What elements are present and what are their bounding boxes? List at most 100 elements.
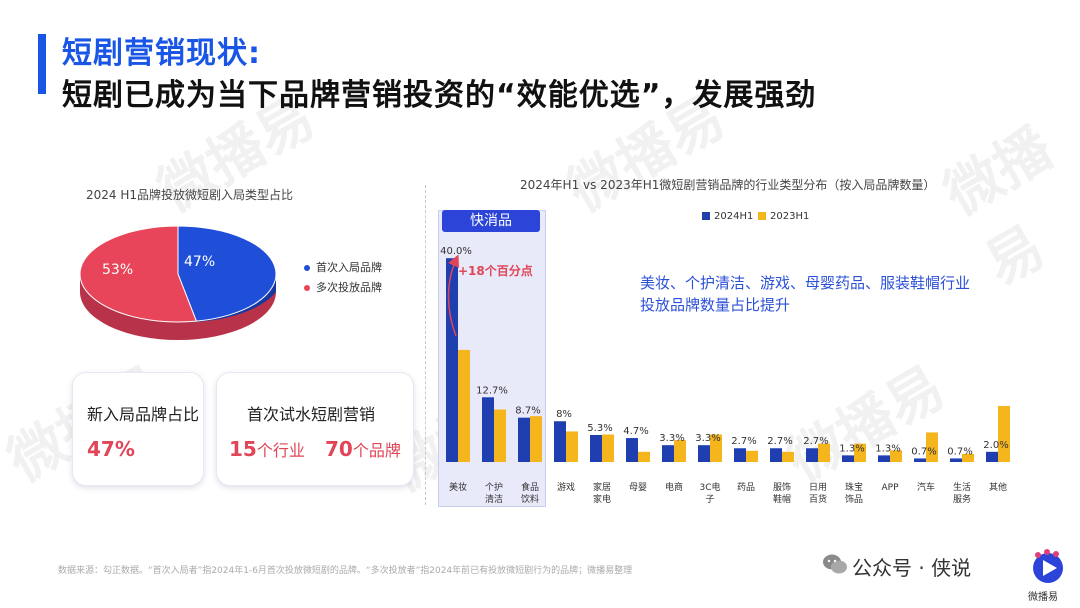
pie-slices — [79, 225, 277, 323]
pie-legend-item: 首次入局品牌 — [304, 259, 382, 275]
bar-2024H1 — [770, 448, 782, 462]
pie-slice-label: 53% — [102, 262, 133, 278]
pie-chart-title: 2024 H1品牌投放微短剧入局类型占比 — [86, 188, 294, 202]
bar-2024H1 — [986, 451, 998, 462]
bar-data-label: 1.3% — [839, 443, 864, 454]
bar-legend-item: 2024H1 — [702, 211, 753, 222]
category-label: 汽车 — [917, 481, 935, 493]
category-label: 其他 — [989, 481, 1007, 493]
pie-legend-item: 多次投放品牌 — [304, 279, 382, 295]
industry-unit: 个行业 — [256, 441, 305, 460]
bar-2024H1 — [698, 445, 710, 462]
bar-2024H1 — [482, 397, 494, 462]
category-label: APP — [881, 483, 899, 493]
pie-chart: 53% 47% — [79, 225, 277, 340]
increase-arrow — [447, 254, 459, 337]
bar-data-label: 8% — [556, 409, 572, 420]
bar-data-label: 2.7% — [767, 436, 792, 447]
bar-2023H1 — [782, 451, 794, 462]
category-label: 电商 — [665, 481, 683, 493]
category-label: 美妆 — [449, 481, 467, 493]
fmcg-tag: 快消品 — [442, 210, 540, 232]
new-brand-share-card: 新入局品牌占比 47% — [72, 372, 204, 486]
bar-2024H1 — [950, 458, 962, 462]
category-label: 饮料 — [521, 493, 539, 505]
title-accent-bar — [38, 34, 46, 94]
bar-legend-item: 2023H1 — [758, 211, 809, 222]
legend-swatch — [304, 265, 310, 271]
bar-2023H1 — [746, 450, 758, 462]
bar-data-label: 3.3% — [695, 433, 720, 444]
bar-2023H1 — [602, 434, 614, 462]
bar-data-label: 5.3% — [587, 423, 612, 434]
bar-2023H1 — [638, 451, 650, 462]
bar-data-label: 0.7% — [947, 446, 972, 457]
category-label: 子 — [705, 494, 714, 505]
category-label: 母婴 — [629, 482, 647, 493]
bar-2023H1 — [998, 405, 1010, 462]
category-label: 游戏 — [557, 481, 575, 493]
bar-data-label: 1.3% — [875, 443, 900, 454]
bar-2023H1 — [962, 453, 974, 462]
bar-data-label: 8.7% — [515, 406, 540, 417]
bar-legend-label: 2023H1 — [770, 211, 810, 222]
card-label: 新入局品牌占比 — [87, 405, 200, 424]
bar-legend-label: 2024H1 — [714, 211, 754, 222]
bar-2023H1 — [566, 431, 578, 462]
category-label: 服饰 — [773, 481, 791, 493]
category-label: 食品 — [521, 481, 539, 493]
category-label: 3C电 — [699, 481, 720, 493]
increase-annotation: +18个百分点 — [458, 263, 533, 278]
weiboyi-logo-icon — [1033, 549, 1063, 583]
bar-data-label: 12.7% — [476, 385, 508, 396]
brand-count: 70 — [325, 437, 353, 461]
bar-2024H1 — [734, 448, 746, 462]
bar-data-label: 2.0% — [983, 440, 1008, 451]
bar-2024H1 — [806, 448, 818, 462]
logo-text: 微播易 — [1028, 592, 1058, 603]
data-source-footnote: 数据来源：勾正数据。“首次入局者”指2024年1-6月首次投放微短剧的品牌。“多… — [58, 566, 633, 576]
first-trial-card: 首次试水短剧营销 15个行业 70个品牌 — [216, 372, 414, 486]
bar-2023H1 — [530, 416, 542, 462]
bar-chart-annotation: 美妆、个护清洁、游戏、母婴药品、服装鞋帽行业 投放品牌数量占比提升 — [640, 272, 970, 316]
bar-2024H1 — [554, 421, 566, 462]
pie-3d-base — [80, 274, 276, 340]
annotation-line: 美妆、个护清洁、游戏、母婴药品、服装鞋帽行业 — [640, 274, 971, 292]
category-label: 家居 — [593, 481, 611, 493]
bar-2023H1 — [854, 443, 866, 462]
bar-2024H1 — [626, 438, 638, 462]
bar-2024H1 — [662, 445, 674, 462]
page-title: 短剧营销现状: — [62, 36, 261, 71]
bar-2023H1 — [926, 432, 938, 462]
legend-swatch — [702, 212, 710, 220]
card-value: 47% — [87, 437, 135, 461]
category-label: 清洁 — [485, 493, 503, 505]
bar-2024H1 — [914, 458, 926, 462]
bar-data-label: 2.7% — [803, 436, 828, 447]
bar-data-label: 4.7% — [623, 426, 648, 437]
pie-slice — [79, 225, 198, 323]
pie-slice-label: 47% — [184, 254, 215, 270]
bar-2024H1 — [590, 434, 602, 462]
bar-2024H1 — [842, 455, 854, 462]
industry-count: 15 — [229, 437, 257, 461]
category-label: 家电 — [593, 493, 611, 505]
category-label: 生活 — [953, 481, 971, 493]
bar-2023H1 — [458, 349, 470, 462]
bar-data-label: 3.3% — [659, 433, 684, 444]
bar-chart-title: 2024年H1 vs 2023年H1微短剧营销品牌的行业类型分布（按入局品牌数量… — [520, 178, 936, 192]
pie-legend-label: 多次投放品牌 — [316, 281, 382, 294]
card-value-industries: 15个行业 — [229, 437, 305, 461]
annotation-line: 投放品牌数量占比提升 — [640, 296, 791, 314]
card-label: 首次试水短剧营销 — [247, 405, 376, 424]
section-divider — [425, 185, 426, 505]
category-label: 个护 — [485, 481, 503, 493]
category-label: 日用 — [809, 482, 827, 493]
wechat-account-brand: 公众号 · 侠说 — [852, 556, 972, 580]
bar-2024H1 — [446, 258, 458, 462]
brand-unit: 个品牌 — [352, 441, 401, 460]
category-label: 珠宝 — [845, 481, 863, 493]
legend-swatch — [758, 212, 766, 220]
bar-2024H1 — [878, 455, 890, 462]
